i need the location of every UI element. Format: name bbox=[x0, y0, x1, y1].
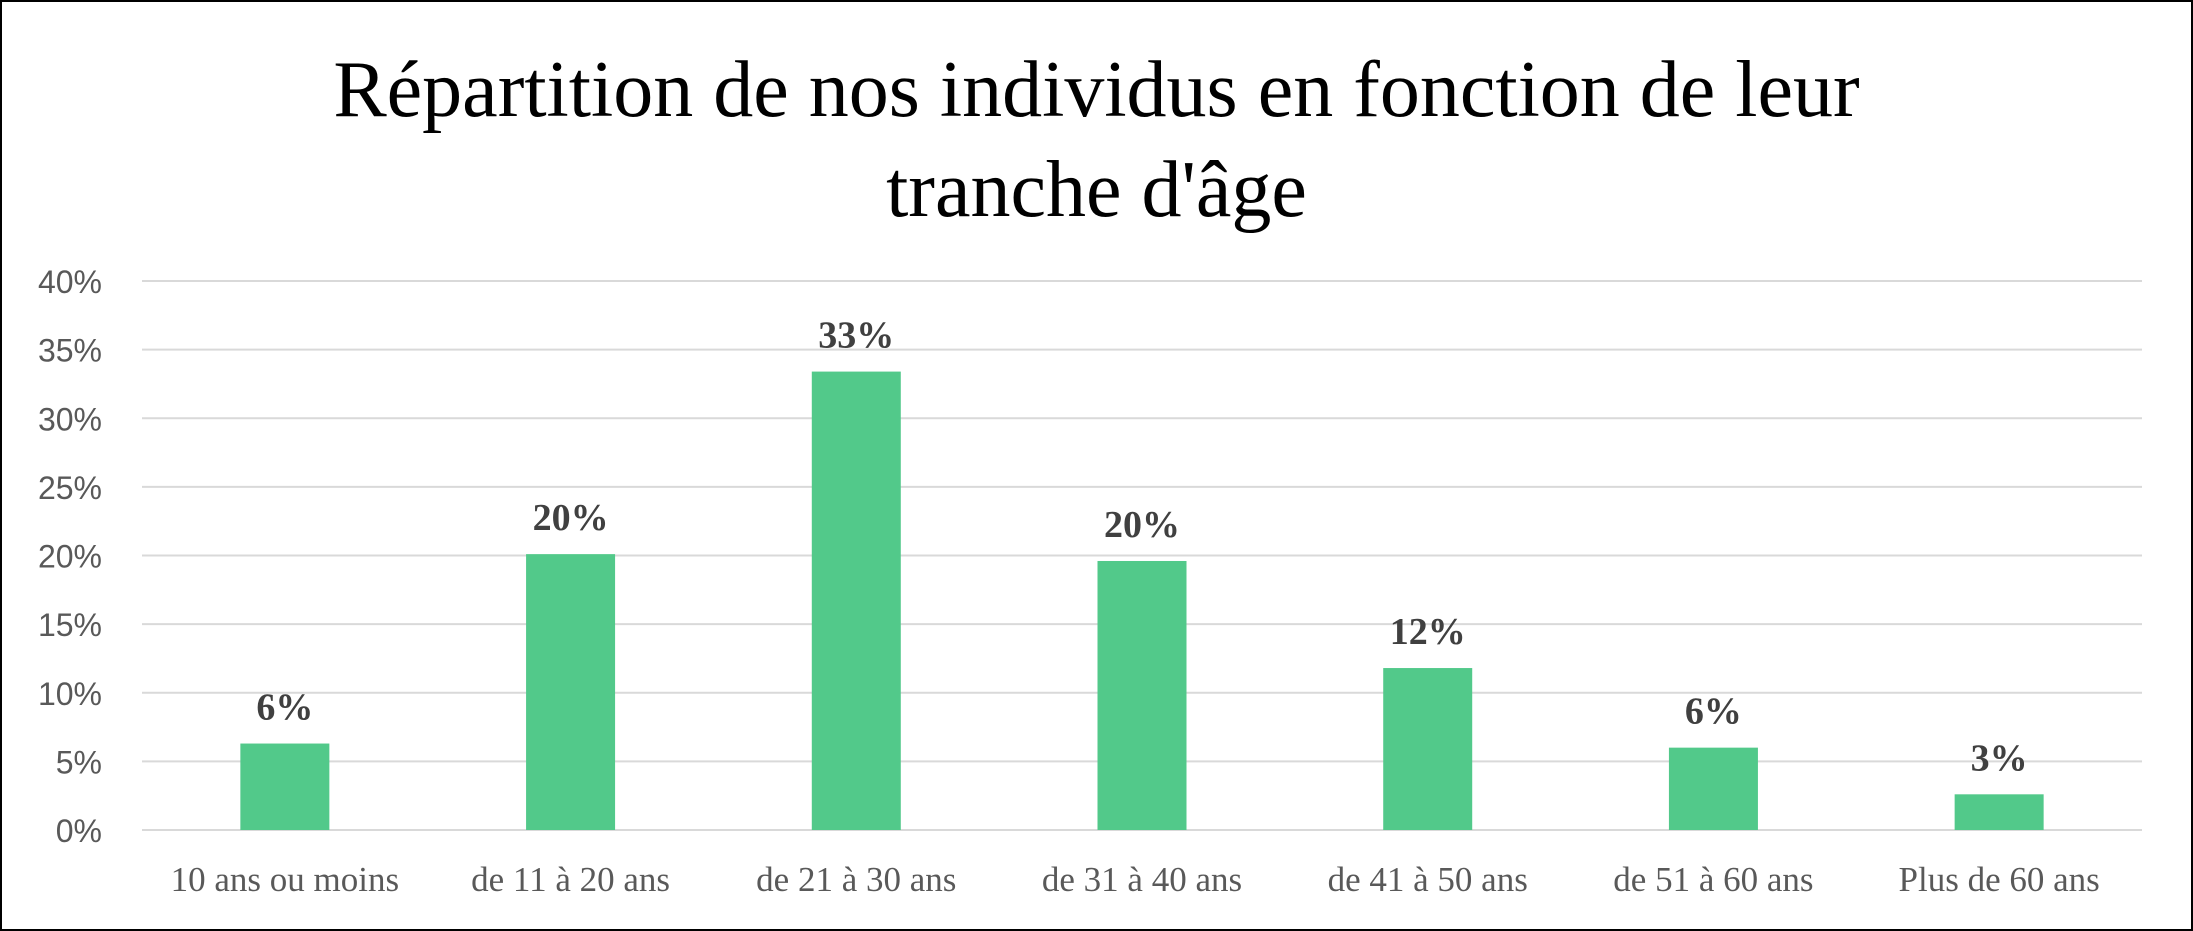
y-tick-label: 15% bbox=[38, 607, 102, 643]
y-tick-label: 35% bbox=[38, 333, 102, 369]
data-label: 20% bbox=[533, 497, 609, 539]
y-tick-label: 25% bbox=[38, 470, 102, 506]
y-tick-label: 20% bbox=[38, 539, 102, 575]
data-label: 3% bbox=[1971, 737, 2028, 779]
chart-title-line-1: Répartition de nos individus en fonction… bbox=[333, 46, 1860, 134]
data-label: 33% bbox=[818, 315, 894, 357]
data-label: 6% bbox=[256, 687, 313, 729]
bar bbox=[1097, 560, 1187, 830]
y-tick-label: 10% bbox=[38, 676, 102, 712]
x-category-label: 10 ans ou moins bbox=[171, 860, 399, 899]
y-tick-label: 30% bbox=[38, 401, 102, 437]
bar bbox=[1383, 668, 1473, 830]
y-tick-label: 5% bbox=[56, 744, 102, 780]
bar bbox=[240, 743, 330, 830]
y-tick-label: 40% bbox=[38, 264, 102, 300]
x-category-label: de 11 à 20 ans bbox=[471, 860, 670, 899]
x-category-label: de 51 à 60 ans bbox=[1613, 860, 1813, 899]
bar bbox=[1668, 747, 1758, 830]
data-label: 12% bbox=[1390, 611, 1466, 653]
x-category-label: de 41 à 50 ans bbox=[1328, 860, 1528, 899]
bar bbox=[526, 554, 616, 830]
bar bbox=[1954, 794, 2044, 830]
x-category-label: Plus de 60 ans bbox=[1899, 860, 2100, 899]
chart-title-line-2: tranche d'âge bbox=[886, 146, 1307, 234]
data-label: 20% bbox=[1104, 504, 1180, 546]
bar bbox=[811, 371, 901, 830]
data-label: 6% bbox=[1685, 691, 1742, 733]
y-tick-label: 0% bbox=[56, 813, 102, 849]
x-category-label: de 31 à 40 ans bbox=[1042, 860, 1242, 899]
chart-title: Répartition de nos individus en fonction… bbox=[0, 40, 2193, 240]
x-category-label: de 21 à 30 ans bbox=[756, 860, 956, 899]
